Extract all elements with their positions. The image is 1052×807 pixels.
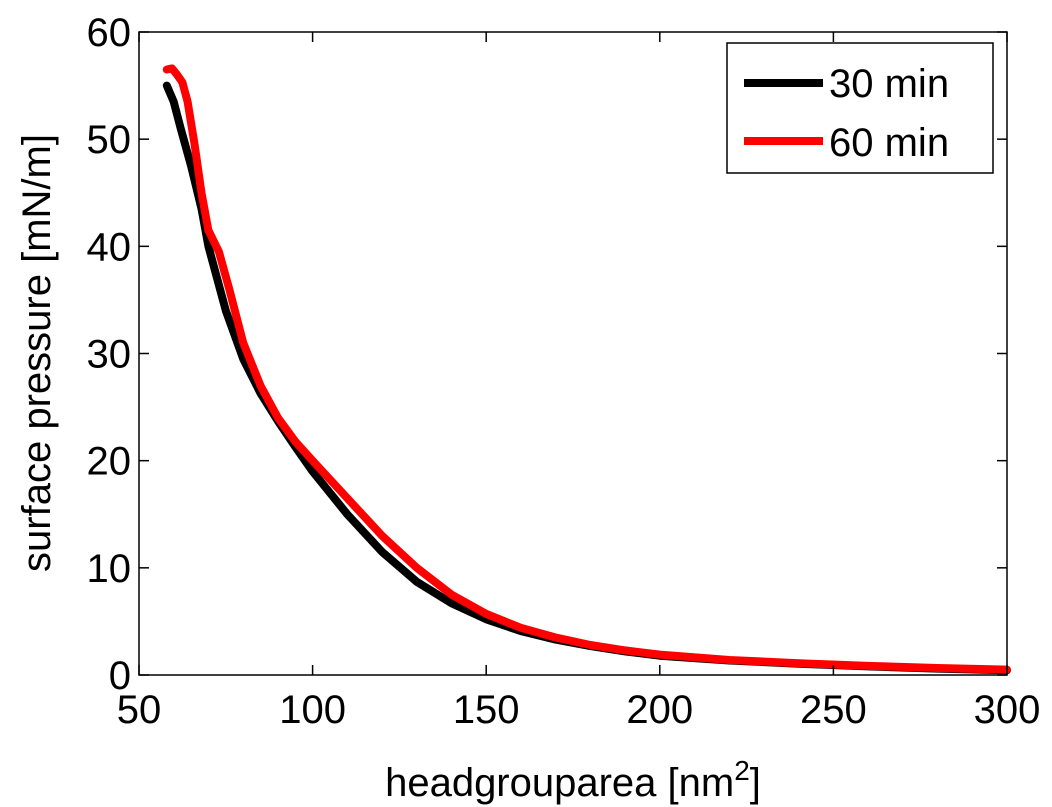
y-tick-label-50: 50 — [87, 118, 132, 162]
x-tick-label-100: 100 — [279, 688, 346, 732]
y-tick-label-30: 30 — [87, 333, 132, 377]
x-tick-label-150: 150 — [453, 688, 520, 732]
legend: 30 min 60 min — [726, 42, 994, 174]
y-tick-label-0: 0 — [109, 654, 131, 698]
x-axis-label-superscript: 2 — [734, 755, 750, 786]
x-axis-label-suffix: ] — [750, 761, 761, 805]
legend-box — [726, 42, 994, 174]
series-layer — [162, 64, 1011, 675]
y-tick-label-60: 60 — [87, 11, 132, 55]
y-tick-label-10: 10 — [87, 547, 132, 591]
x-tick-label-200: 200 — [626, 688, 693, 732]
x-tick-label-50: 50 — [117, 688, 162, 732]
x-axis-label-main: headgrouparea [nm — [385, 761, 734, 805]
tick-layer: 50 100 150 200 250 300 0 10 20 30 40 50 60 — [87, 11, 1041, 732]
x-tick-label-250: 250 — [800, 688, 867, 732]
series-line-60-min — [162, 64, 1011, 674]
y-tick-label-20: 20 — [87, 440, 132, 484]
legend-label-60-min: 60 min — [829, 121, 949, 165]
y-tick-label-40: 40 — [87, 225, 132, 269]
y-axis-label: surface pressure [mN/m] — [15, 134, 59, 572]
x-tick-label-300: 300 — [974, 688, 1041, 732]
x-axis-label: headgrouparea [nm2] — [385, 755, 761, 805]
legend-label-30-min: 30 min — [829, 62, 949, 106]
